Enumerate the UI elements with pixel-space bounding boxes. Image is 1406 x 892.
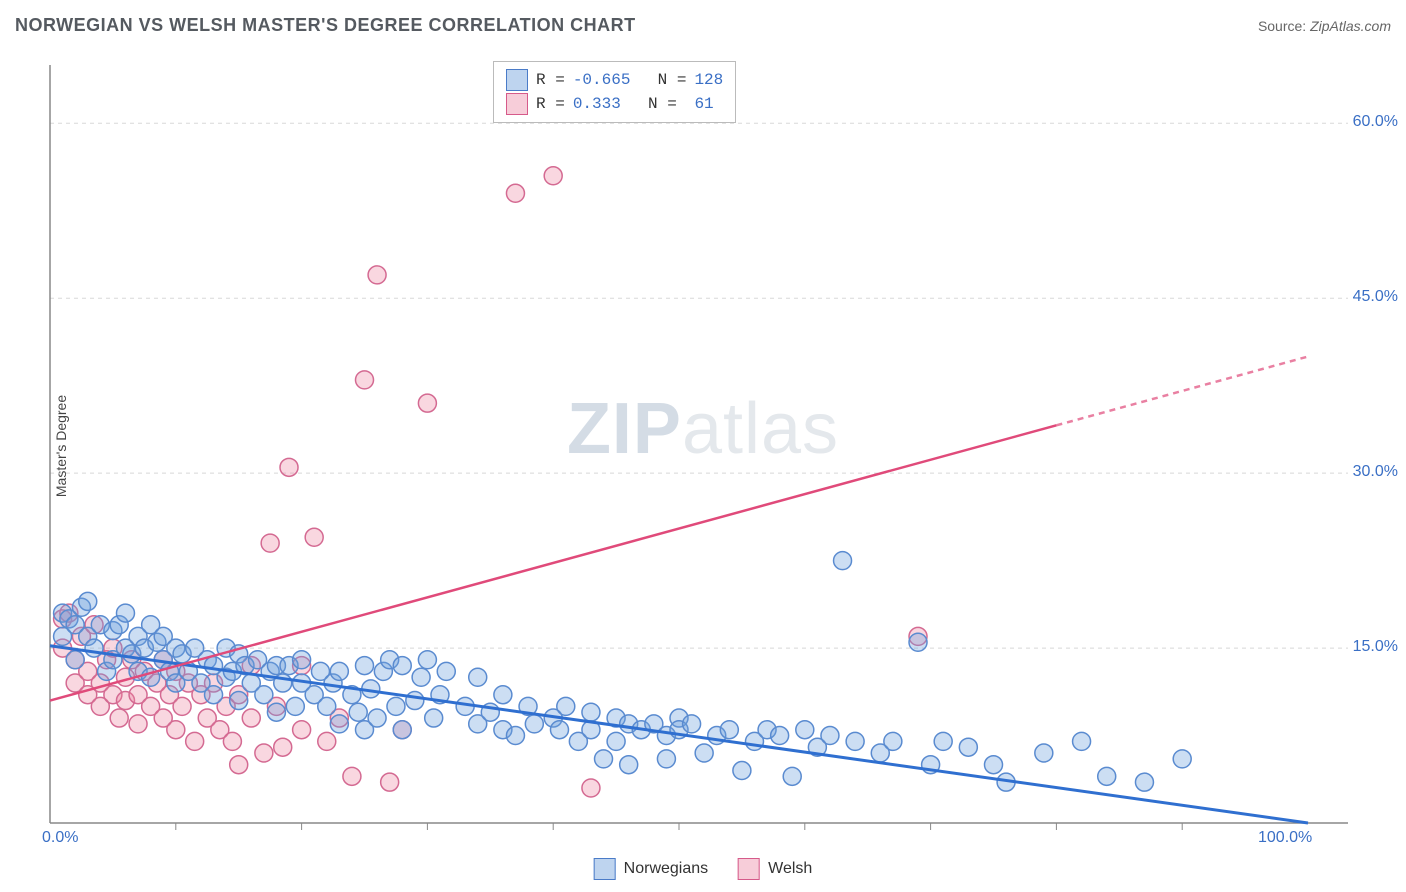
scatter-plot: ZIPatlas R =-0.665 N =128R = 0.333 N = 6… — [48, 55, 1358, 835]
chart-title: NORWEGIAN VS WELSH MASTER'S DEGREE CORRE… — [15, 15, 636, 36]
source-label: Source: — [1258, 18, 1306, 34]
stats-row: R = 0.333 N = 61 — [506, 92, 723, 116]
stat-n-value: 128 — [694, 68, 723, 92]
y-tick-label: 45.0% — [1353, 288, 1398, 306]
correlation-stats-box: R =-0.665 N =128R = 0.333 N = 61 — [493, 61, 736, 123]
source-value: ZipAtlas.com — [1310, 18, 1391, 34]
stats-row: R = -0.665 N = 128 — [506, 68, 723, 92]
stats-swatch-blue — [506, 69, 528, 91]
legend-item-norwegians: Norwegians — [594, 858, 708, 880]
legend-swatch-pink — [738, 858, 760, 880]
stat-n-value: 61 — [685, 92, 714, 116]
header: NORWEGIAN VS WELSH MASTER'S DEGREE CORRE… — [15, 15, 1391, 36]
legend: Norwegians Welsh — [594, 858, 813, 880]
x-tick-label: 0.0% — [42, 829, 78, 847]
stats-swatch-pink — [506, 93, 528, 115]
legend-label: Norwegians — [624, 860, 708, 878]
stat-r-label: R = — [536, 68, 565, 92]
stat-r-value: -0.665 — [573, 68, 631, 92]
y-tick-label: 60.0% — [1353, 113, 1398, 131]
legend-label: Welsh — [768, 860, 812, 878]
stat-r-value: 0.333 — [573, 92, 621, 116]
y-tick-label: 15.0% — [1353, 638, 1398, 656]
legend-item-welsh: Welsh — [738, 858, 812, 880]
stat-r-label: R = — [536, 92, 565, 116]
plot-svg — [48, 55, 1358, 835]
stat-n-label: N = — [638, 68, 686, 92]
x-tick-label: 100.0% — [1258, 829, 1312, 847]
source-attribution: Source: ZipAtlas.com — [1258, 18, 1391, 34]
legend-swatch-blue — [594, 858, 616, 880]
stat-n-label: N = — [629, 92, 677, 116]
y-tick-label: 30.0% — [1353, 463, 1398, 481]
